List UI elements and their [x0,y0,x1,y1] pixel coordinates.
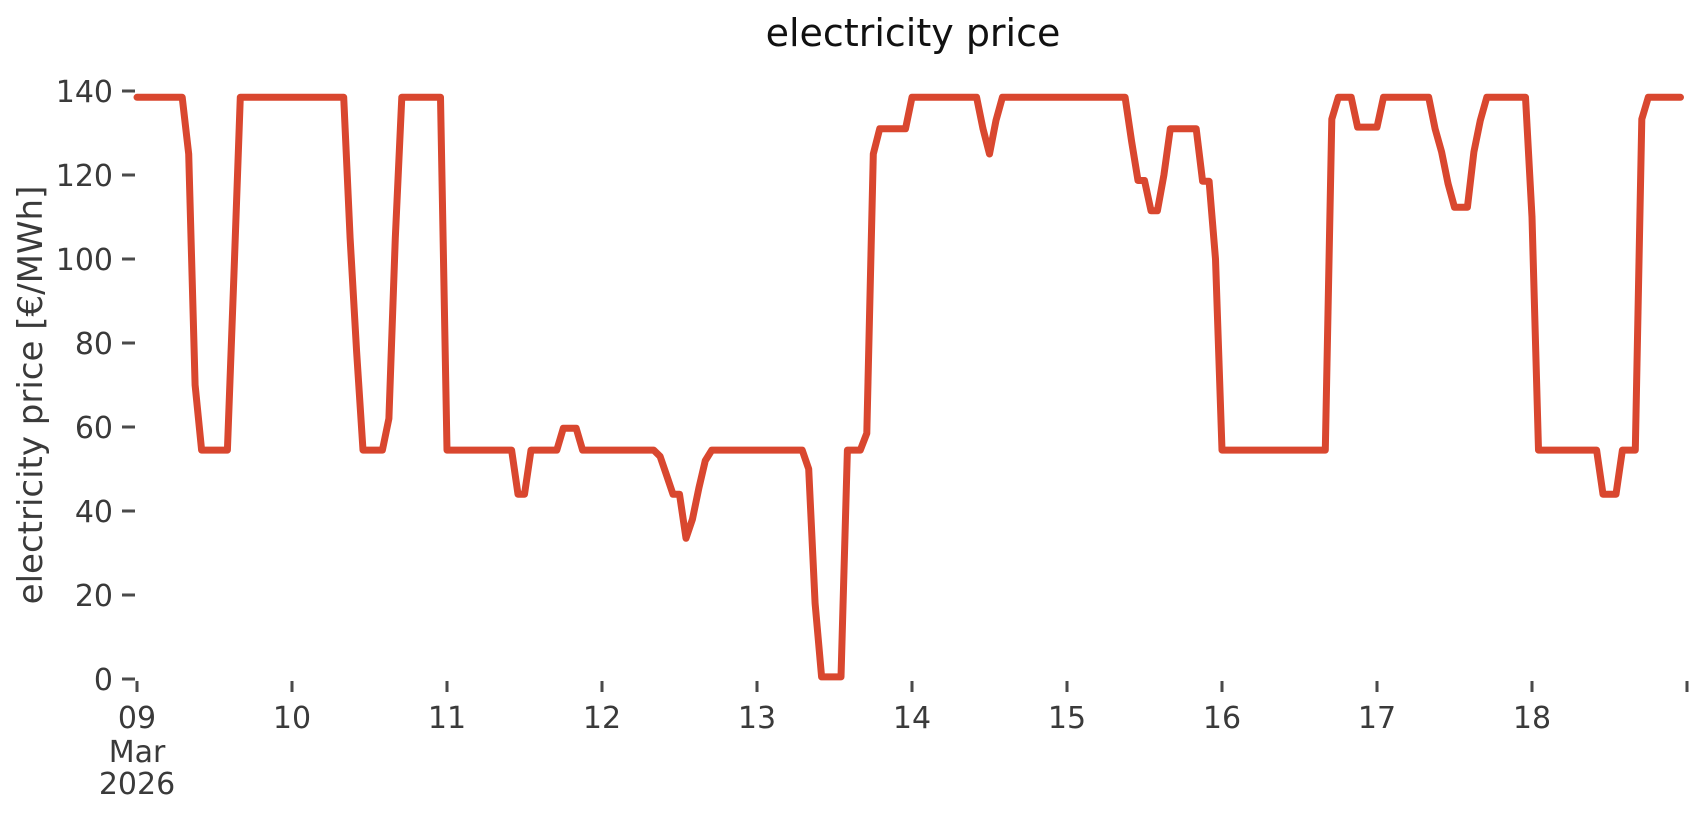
x-tick-label: 12 [583,701,621,736]
x-tick-label: 10 [273,701,311,736]
y-tick-label: 140 [56,75,113,110]
x-tick-label: 11 [428,701,466,736]
x-tick-label: 14 [893,701,931,736]
y-axis-label: electricity price [€/MWh] [11,186,51,605]
y-tick-label: 120 [56,159,113,194]
price-line [133,93,1684,681]
y-tick-label: 60 [75,411,113,446]
x-tick-label: 17 [1358,701,1396,736]
chart-title: electricity price [766,11,1061,55]
x-tick-label: 18 [1513,701,1551,736]
y-tick-label: 0 [94,663,113,698]
y-tick-label: 100 [56,243,113,278]
x-tick-label: 09 [118,701,156,736]
y-tick-label: 20 [75,579,113,614]
year-label: 2026 [99,767,175,802]
month-label: Mar [109,735,166,770]
y-tick-label: 80 [75,327,113,362]
x-tick-label: 13 [738,701,776,736]
y-axis-ticks: 0 20 40 60 80 100 120 140 [56,75,135,698]
x-tick-label: 15 [1048,701,1086,736]
x-tick-label: 16 [1203,701,1241,736]
y-tick-label: 40 [75,495,113,530]
